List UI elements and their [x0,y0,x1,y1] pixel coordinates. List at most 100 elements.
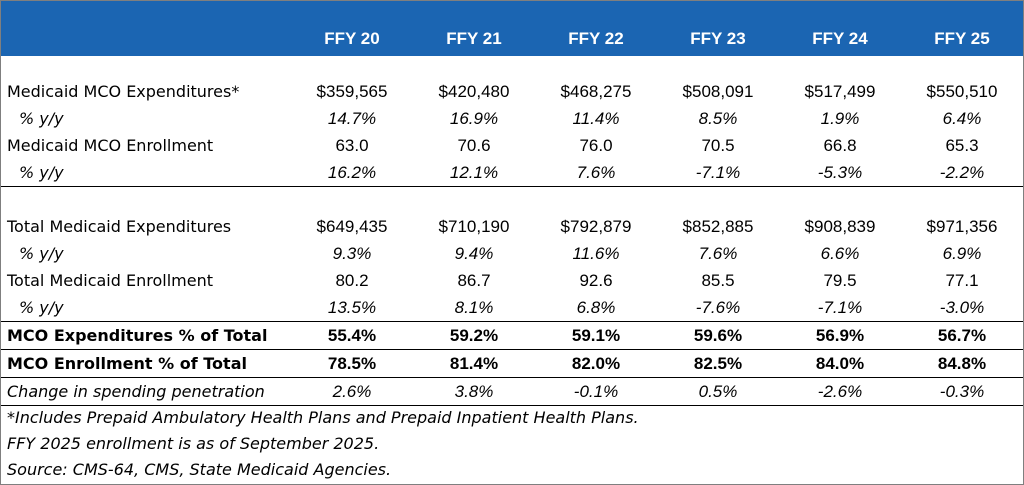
table-cell: $420,480 [438,81,510,101]
table-header-row: FFY 20 FFY 21 FFY 22 FFY 23 FFY 24 FFY 2… [1,1,1023,56]
table-cell: 84.0% [779,349,901,378]
table-cell: $550,510 [926,81,998,101]
table-cell: 80.2 [335,270,369,290]
table-cell: -0.1% [535,377,657,406]
table-cell: 82.5% [657,349,779,378]
table-row: Medicaid MCO Expenditures* $359,565 $420… [1,78,1023,105]
table-row: Total Medicaid Enrollment 80.2 86.7 92.6… [1,267,1023,294]
table-cell: 0.5% [657,377,779,406]
table-cell: 77.1 [945,270,979,290]
table-cell: 16.2% [291,159,413,187]
header-cell: FFY 22 [535,1,657,56]
table-cell: 84.8% [901,349,1023,378]
table-row: % y/y 14.7% 16.9% 11.4% 8.5% 1.9% 6.4% [1,105,1023,132]
table-cell: 56.7% [901,321,1023,350]
table-cell: $908,839 [804,216,876,236]
table-cell: 70.5 [701,135,735,155]
spacer-row [1,56,1023,78]
table-cell: 66.8 [823,135,857,155]
medicaid-mco-table: FFY 20 FFY 21 FFY 22 FFY 23 FFY 24 FFY 2… [1,1,1023,406]
header-cell: FFY 21 [413,1,535,56]
table-row: Total Medicaid Expenditures $649,435 $71… [1,213,1023,240]
table-cell: 2.6% [291,377,413,406]
table-cell: 86.7 [457,270,491,290]
row-label: MCO Expenditures % of Total [1,321,291,350]
table-cell: 8.1% [413,294,535,322]
table-cell: -7.6% [657,294,779,322]
table-cell: -2.6% [779,377,901,406]
table-cell: -7.1% [779,294,901,322]
table-cell: $792,879 [560,216,632,236]
table-cell: 85.5 [701,270,735,290]
table-row: % y/y 9.3% 9.4% 11.6% 7.6% 6.6% 6.9% [1,240,1023,267]
spacer-row [1,187,1023,214]
table-cell: 11.4% [572,108,620,128]
table-cell: 55.4% [291,321,413,350]
table-cell: 8.5% [698,108,738,128]
table-cell: -0.3% [901,377,1023,406]
header-cell: FFY 20 [291,1,413,56]
table-cell: 7.6% [535,159,657,187]
header-cell: FFY 25 [901,1,1023,56]
row-label: % y/y [1,294,291,322]
table-cell: 59.1% [535,321,657,350]
header-cell: FFY 24 [779,1,901,56]
table-cell: $517,499 [804,81,876,101]
table-cell: 81.4% [413,349,535,378]
table-cell: 6.6% [820,243,860,263]
table-cell: 65.3 [945,135,979,155]
table-cell: $710,190 [438,216,510,236]
table-cell: $971,356 [926,216,998,236]
table-row: MCO Enrollment % of Total 78.5% 81.4% 82… [1,349,1023,378]
table-cell: 6.8% [535,294,657,322]
row-label: Total Medicaid Enrollment [7,271,213,290]
row-label: Medicaid MCO Expenditures* [7,82,240,101]
table-cell: $359,565 [316,81,388,101]
table-cell: -2.2% [901,159,1023,187]
row-label: Total Medicaid Expenditures [7,217,232,236]
table-cell: 59.6% [657,321,779,350]
table-cell: 12.1% [413,159,535,187]
row-label: MCO Enrollment % of Total [1,349,291,378]
table-cell: $508,091 [682,81,754,101]
table-cell: -7.1% [657,159,779,187]
row-label: Change in spending penetration [1,377,291,406]
table-cell: 59.2% [413,321,535,350]
footnotes: *Includes Prepaid Ambulatory Health Plan… [7,405,639,483]
table-cell: 82.0% [535,349,657,378]
footnote: *Includes Prepaid Ambulatory Health Plan… [7,408,639,427]
table-cell: 14.7% [327,108,377,128]
footnote: FFY 2025 enrollment is as of September 2… [7,434,380,453]
header-blank-cell [1,1,291,56]
table-cell: 76.0 [579,135,613,155]
table-row: % y/y 16.2% 12.1% 7.6% -7.1% -5.3% -2.2% [1,159,1023,187]
table-cell: 56.9% [779,321,901,350]
row-label: Medicaid MCO Enrollment [7,136,214,155]
table-cell: 92.6 [579,270,613,290]
table-row: Change in spending penetration 2.6% 3.8%… [1,377,1023,406]
table-cell: 3.8% [413,377,535,406]
table-cell: $468,275 [560,81,632,101]
table-cell: 9.4% [454,243,494,263]
table-cell: $852,885 [682,216,754,236]
table-cell: -3.0% [901,294,1023,322]
header-cell: FFY 23 [657,1,779,56]
table-cell: 6.4% [942,108,982,128]
table-cell: 6.9% [942,243,982,263]
row-label: % y/y [19,244,64,263]
footnote: Source: CMS-64, CMS, State Medicaid Agen… [7,460,392,479]
table-cell: 11.6% [572,243,620,263]
table-cell: 78.5% [291,349,413,378]
table-cell: 16.9% [449,108,499,128]
table-cell: 63.0 [335,135,369,155]
table-cell: 7.6% [698,243,738,263]
table-cell: 9.3% [332,243,372,263]
table-cell: -5.3% [779,159,901,187]
table-row: Medicaid MCO Enrollment 63.0 70.6 76.0 7… [1,132,1023,159]
table-cell: $649,435 [316,216,388,236]
table-cell: 79.5 [823,270,857,290]
table-cell: 1.9% [820,108,860,128]
table-row: MCO Expenditures % of Total 55.4% 59.2% … [1,321,1023,350]
table-cell: 70.6 [457,135,491,155]
